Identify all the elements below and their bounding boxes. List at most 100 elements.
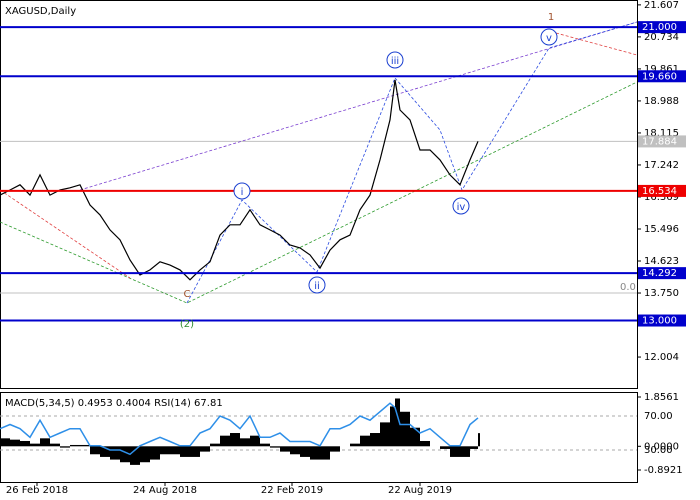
macd-bar xyxy=(400,411,410,447)
sub-frame xyxy=(0,392,638,483)
macd-bar xyxy=(350,443,360,447)
macd-bar xyxy=(330,446,340,452)
wave-label: C xyxy=(184,289,191,300)
macd-bar xyxy=(90,446,100,455)
price-line xyxy=(0,79,479,281)
level-box xyxy=(638,70,686,83)
macd-bar xyxy=(270,446,280,448)
macd-bar xyxy=(200,446,210,452)
x-tick-label: 22 Feb 2019 xyxy=(261,485,323,496)
macd-bar xyxy=(440,446,450,449)
wave-label: v xyxy=(546,33,552,44)
level-box xyxy=(638,21,686,34)
wave-line xyxy=(186,21,638,304)
macd-bar xyxy=(100,446,110,457)
level-label: 21.000 xyxy=(642,22,677,33)
macd-bar xyxy=(170,446,180,455)
level-label: 14.292 xyxy=(642,268,677,279)
x-tick-label: 26 Feb 2018 xyxy=(6,485,68,496)
current-price-box xyxy=(638,135,686,148)
macd-bar xyxy=(220,435,230,447)
y-tick-label: 14.623 xyxy=(644,256,679,267)
y-tick-label: 21.607 xyxy=(644,0,679,11)
y2-tick-label: 30.00 xyxy=(644,445,673,456)
macd-bar xyxy=(310,446,320,460)
macd-bar xyxy=(80,444,90,447)
macd-bar xyxy=(240,438,250,447)
wave-circle xyxy=(308,276,326,294)
macd-bar xyxy=(460,446,470,457)
macd-bar xyxy=(210,443,220,447)
y-tick-label: 18.115 xyxy=(644,128,679,139)
level-box xyxy=(638,267,686,280)
macd-bar xyxy=(160,446,170,455)
y-tick-label: 13.750 xyxy=(644,288,679,299)
wave-circle xyxy=(233,182,251,200)
macd-bar xyxy=(10,439,20,447)
macd-bar xyxy=(300,446,310,457)
wave-label: iv xyxy=(457,202,466,213)
wave-label: iii xyxy=(391,56,399,67)
wave-line xyxy=(79,21,638,191)
macd-bar xyxy=(280,446,290,452)
macd-bar xyxy=(110,446,120,460)
y-tick-label: 15.496 xyxy=(644,224,679,235)
macd-bar xyxy=(40,438,50,447)
x-tick-label: 24 Aug 2018 xyxy=(133,485,197,496)
indicator-title: MACD(5,34,5) 0.4953 0.4004 RSI(14) 67.81 xyxy=(5,398,223,409)
macd-bar xyxy=(470,446,478,449)
y-tick-label: 19.861 xyxy=(644,64,679,75)
wave-circle xyxy=(386,51,404,69)
macd-bar xyxy=(290,446,300,455)
fib-label: 0.0 xyxy=(620,282,636,293)
y-tick-label: 18.988 xyxy=(644,96,679,107)
x-tick-label: 22 Aug 2019 xyxy=(388,485,452,496)
macd-bar xyxy=(120,446,130,463)
macd-bar xyxy=(20,440,30,447)
macd-bar xyxy=(180,446,190,457)
macd-bar xyxy=(450,446,460,457)
y-tick-label: 0.0000 xyxy=(644,441,679,452)
y-tick-label: 12.004 xyxy=(644,352,679,363)
macd-bar xyxy=(420,440,430,447)
macd-bar xyxy=(230,433,240,447)
macd-bar xyxy=(320,446,330,460)
y2-tick-label: 70.00 xyxy=(644,411,673,422)
macd-bar xyxy=(390,406,395,447)
chart-title: XAGUSD,Daily xyxy=(5,6,76,17)
wave-circle xyxy=(540,28,558,46)
macd-bar xyxy=(410,427,420,447)
level-box xyxy=(638,184,686,197)
macd-bar xyxy=(140,446,150,463)
macd-bar xyxy=(478,433,480,447)
macd-bar xyxy=(70,444,80,447)
macd-bar xyxy=(190,446,200,457)
macd-bar xyxy=(260,443,270,447)
wave-circle xyxy=(452,197,470,215)
wave-label: (2) xyxy=(180,319,194,330)
wave-label: i xyxy=(241,187,244,198)
main-frame xyxy=(0,0,638,389)
level-box xyxy=(638,314,686,327)
current-price-label: 17.884 xyxy=(642,136,677,147)
macd-bar xyxy=(130,446,140,465)
macd-bar xyxy=(360,435,370,447)
macd-bar xyxy=(0,438,10,447)
wave-label: 1 xyxy=(548,12,554,23)
rsi-line xyxy=(0,402,479,456)
y-tick-label: 1.8561 xyxy=(644,392,679,403)
wave-line xyxy=(555,32,638,56)
y-tick-label: 20.734 xyxy=(644,32,679,43)
y-tick-label: 17.242 xyxy=(644,160,679,171)
macd-bar xyxy=(150,446,160,460)
wave-line xyxy=(0,189,131,279)
macd-bar xyxy=(60,446,70,448)
level-label: 16.534 xyxy=(642,186,677,197)
macd-bar xyxy=(250,435,260,447)
macd-bar xyxy=(30,443,40,447)
level-label: 19.660 xyxy=(642,71,677,82)
macd-bar xyxy=(395,398,400,447)
wave-label: ii xyxy=(314,281,320,292)
